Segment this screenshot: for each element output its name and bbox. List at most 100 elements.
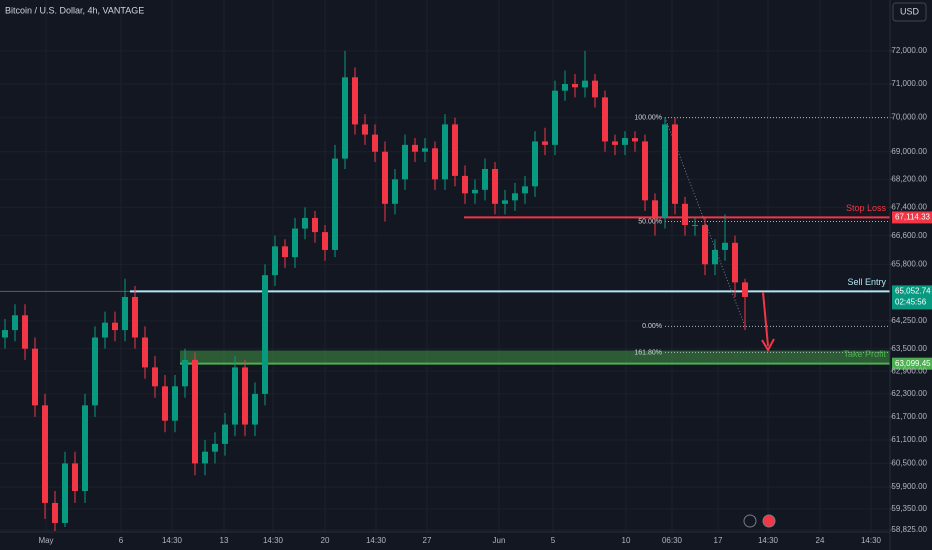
candle-body [182, 359, 188, 387]
level-name: Stop Loss [846, 203, 887, 213]
candle-body [202, 451, 208, 464]
candle-body [102, 322, 108, 338]
candle-body [32, 348, 38, 406]
currency-label[interactable]: USD [900, 6, 920, 16]
candle-body [532, 141, 538, 187]
y-tick-label: 58,825.00 [891, 525, 927, 534]
candle-body [672, 124, 678, 204]
candle-body [662, 124, 668, 218]
candle-body [632, 138, 638, 142]
candle-body [222, 424, 228, 444]
candle-body [212, 443, 218, 452]
candle-body [262, 275, 268, 394]
candle-body [542, 141, 548, 145]
candle-body [572, 83, 578, 88]
candle-body [482, 168, 488, 190]
candle-body [242, 367, 248, 425]
candle-body [112, 322, 118, 331]
x-tick-label: 5 [551, 536, 556, 545]
candle-body [402, 144, 408, 180]
fib-label: 50.00% [638, 218, 662, 225]
y-tick-label: 66,600.00 [891, 231, 927, 240]
candle-body [142, 337, 148, 368]
y-tick-label: 61,700.00 [891, 412, 927, 421]
x-tick-label: 10 [622, 536, 631, 545]
candle-body [602, 97, 608, 142]
candle-body [442, 124, 448, 180]
candle-body [742, 282, 748, 297]
x-tick-label: 13 [220, 536, 229, 545]
candle-body [192, 359, 198, 464]
candle-body [282, 246, 288, 258]
candle-body [162, 386, 168, 421]
candle-body [362, 124, 368, 135]
candle-body [612, 141, 618, 145]
chart-title: Bitcoin / U.S. Dollar, 4h, VANTAGE [5, 5, 144, 15]
candle-body [692, 225, 698, 227]
x-tick-label: 06:30 [662, 536, 683, 545]
candle-body [332, 158, 338, 250]
take-profit-zone [180, 350, 890, 364]
projection-arrowhead [761, 338, 775, 353]
candle-body [92, 337, 98, 406]
candle-body [42, 405, 48, 503]
candle-body [312, 217, 318, 233]
candle-body [252, 393, 258, 425]
currency-button[interactable] [892, 2, 927, 22]
candle-body [552, 90, 558, 145]
y-tick-label: 70,000.00 [891, 113, 927, 122]
candle-body [132, 296, 138, 338]
event-icon[interactable] [762, 514, 776, 528]
x-tick-label: 6 [119, 536, 124, 545]
candle-body [562, 83, 568, 91]
candle-body [62, 463, 68, 523]
candle-body [432, 148, 438, 180]
candle-body [122, 296, 128, 331]
y-tick-label: 69,000.00 [891, 147, 927, 156]
candle-body [232, 367, 238, 425]
x-tick-label: 14:30 [162, 536, 183, 545]
candle-body [382, 151, 388, 204]
candle-body [462, 175, 468, 194]
y-tick-label: 60,500.00 [891, 459, 927, 468]
fib-label: 100.00% [634, 114, 662, 121]
fib-label: 0.00% [642, 323, 662, 330]
candle-body [12, 315, 18, 331]
candle-body [732, 242, 738, 283]
x-tick-label: 14:30 [263, 536, 284, 545]
candle-body [492, 168, 498, 204]
y-tick-label: 67,400.00 [891, 202, 927, 211]
y-tick-label: 71,000.00 [891, 79, 927, 88]
candle-body [152, 367, 158, 387]
candle-body [272, 246, 278, 276]
lightning-icon[interactable] [743, 514, 757, 528]
candle-body [2, 330, 8, 338]
y-tick-label: 62,300.00 [891, 389, 927, 398]
candle-body [622, 138, 628, 145]
y-tick-label: 65,800.00 [891, 259, 927, 268]
price-tag [892, 211, 932, 224]
countdown: 02:45:56 [895, 298, 927, 307]
y-tick-label: 62,900.00 [891, 366, 927, 375]
x-tick-label: 27 [423, 536, 432, 545]
candle-body [582, 80, 588, 88]
x-tick-label: 20 [321, 536, 330, 545]
y-tick-label: 59,350.00 [891, 504, 927, 513]
y-tick-label: 68,200.00 [891, 174, 927, 183]
x-tick-label: Jun [493, 536, 506, 545]
candle-body [52, 502, 58, 523]
candle-body [642, 141, 648, 201]
price-tag-label: 67,114.33 [895, 213, 931, 222]
level-name: Take Profit [843, 349, 886, 359]
price-tag-label: 63,099.45 [895, 359, 931, 368]
candle-body [592, 80, 598, 98]
candle-body [682, 203, 688, 226]
candle-body [712, 249, 718, 265]
y-tick-label: 63,500.00 [891, 344, 927, 353]
candle-body [322, 232, 328, 250]
candle-body [22, 315, 28, 349]
candle-body [472, 189, 478, 194]
candle-body [652, 200, 658, 218]
y-tick-label: 61,100.00 [891, 435, 927, 444]
